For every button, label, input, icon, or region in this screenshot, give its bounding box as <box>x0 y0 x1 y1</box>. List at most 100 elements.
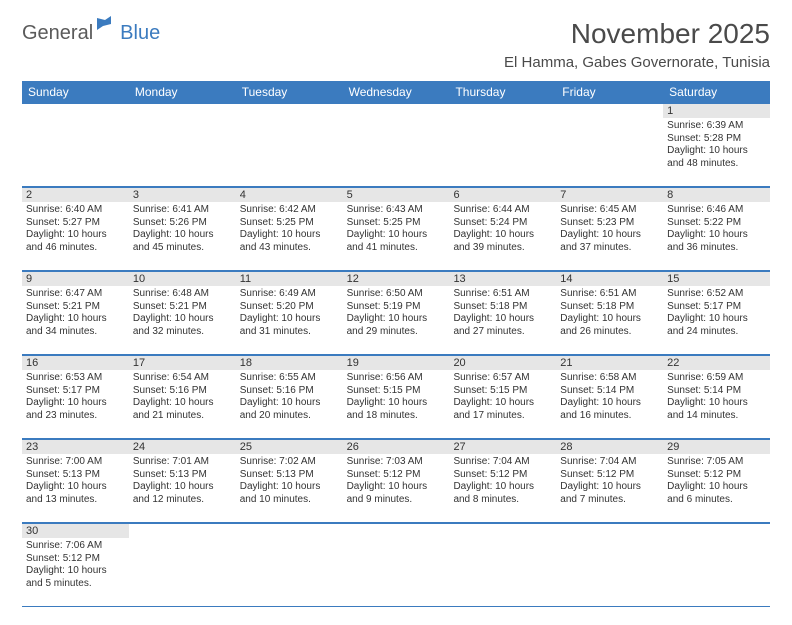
day-number: 3 <box>129 188 236 202</box>
calendar-day: Sunrise: 6:54 AMSunset: 5:16 PMDaylight:… <box>129 370 236 438</box>
sunset-text: Sunset: 5:18 PM <box>453 301 552 314</box>
day-number: 7 <box>556 188 663 202</box>
daylight-text: Daylight: 10 hours and 13 minutes. <box>26 481 125 506</box>
logo-text-blue: Blue <box>120 22 160 45</box>
day-number: 17 <box>129 356 236 370</box>
day-number: 15 <box>663 272 770 286</box>
sunset-text: Sunset: 5:19 PM <box>347 301 446 314</box>
calendar-grid: SundayMondayTuesdayWednesdayThursdayFrid… <box>22 81 770 607</box>
day-number <box>236 524 343 538</box>
sunset-text: Sunset: 5:15 PM <box>453 385 552 398</box>
day-number: 6 <box>449 188 556 202</box>
sunset-text: Sunset: 5:25 PM <box>240 217 339 230</box>
weekday-header: Wednesday <box>343 81 450 103</box>
day-number: 25 <box>236 440 343 454</box>
sunset-text: Sunset: 5:13 PM <box>26 469 125 482</box>
calendar-day <box>343 118 450 186</box>
sunrise-text: Sunrise: 6:40 AM <box>26 204 125 217</box>
day-number: 16 <box>22 356 129 370</box>
day-number <box>556 524 663 538</box>
calendar-day <box>663 538 770 606</box>
weekday-header: Friday <box>556 81 663 103</box>
weekday-header: Saturday <box>663 81 770 103</box>
calendar-week: Sunrise: 7:00 AMSunset: 5:13 PMDaylight:… <box>22 454 770 523</box>
calendar-day: Sunrise: 6:40 AMSunset: 5:27 PMDaylight:… <box>22 202 129 270</box>
calendar-day <box>343 538 450 606</box>
sunset-text: Sunset: 5:25 PM <box>347 217 446 230</box>
day-number: 26 <box>343 440 450 454</box>
calendar-day: Sunrise: 6:43 AMSunset: 5:25 PMDaylight:… <box>343 202 450 270</box>
sunrise-text: Sunrise: 7:04 AM <box>560 456 659 469</box>
day-number: 1 <box>663 104 770 118</box>
sunset-text: Sunset: 5:26 PM <box>133 217 232 230</box>
day-number-row: 16171819202122 <box>22 355 770 370</box>
sunrise-text: Sunrise: 7:04 AM <box>453 456 552 469</box>
header: General Blue November 2025 El Hamma, Gab… <box>22 18 770 71</box>
sunrise-text: Sunrise: 6:50 AM <box>347 288 446 301</box>
sunset-text: Sunset: 5:12 PM <box>347 469 446 482</box>
sunrise-text: Sunrise: 6:45 AM <box>560 204 659 217</box>
calendar-day: Sunrise: 7:01 AMSunset: 5:13 PMDaylight:… <box>129 454 236 522</box>
calendar-day: Sunrise: 6:47 AMSunset: 5:21 PMDaylight:… <box>22 286 129 354</box>
daylight-text: Daylight: 10 hours and 10 minutes. <box>240 481 339 506</box>
sunset-text: Sunset: 5:18 PM <box>560 301 659 314</box>
sunset-text: Sunset: 5:12 PM <box>560 469 659 482</box>
day-number-row: 2345678 <box>22 187 770 202</box>
day-number: 23 <box>22 440 129 454</box>
sunset-text: Sunset: 5:14 PM <box>667 385 766 398</box>
sunrise-text: Sunrise: 6:51 AM <box>453 288 552 301</box>
calendar-day: Sunrise: 6:41 AMSunset: 5:26 PMDaylight:… <box>129 202 236 270</box>
daylight-text: Daylight: 10 hours and 43 minutes. <box>240 229 339 254</box>
calendar-day: Sunrise: 6:51 AMSunset: 5:18 PMDaylight:… <box>449 286 556 354</box>
day-number <box>343 104 450 118</box>
title-block: November 2025 El Hamma, Gabes Governorat… <box>504 18 770 71</box>
sunset-text: Sunset: 5:28 PM <box>667 133 766 146</box>
sunrise-text: Sunrise: 6:42 AM <box>240 204 339 217</box>
weekday-header: Thursday <box>449 81 556 103</box>
daylight-text: Daylight: 10 hours and 6 minutes. <box>667 481 766 506</box>
calendar-day <box>449 538 556 606</box>
day-number: 24 <box>129 440 236 454</box>
day-number <box>663 524 770 538</box>
day-number <box>236 104 343 118</box>
sunrise-text: Sunrise: 6:39 AM <box>667 120 766 133</box>
sunset-text: Sunset: 5:12 PM <box>667 469 766 482</box>
sunrise-text: Sunrise: 7:00 AM <box>26 456 125 469</box>
day-number: 27 <box>449 440 556 454</box>
calendar-day <box>129 538 236 606</box>
day-number: 21 <box>556 356 663 370</box>
calendar-week: Sunrise: 6:53 AMSunset: 5:17 PMDaylight:… <box>22 370 770 439</box>
sunset-text: Sunset: 5:12 PM <box>453 469 552 482</box>
calendar-day: Sunrise: 6:58 AMSunset: 5:14 PMDaylight:… <box>556 370 663 438</box>
calendar-day: Sunrise: 6:59 AMSunset: 5:14 PMDaylight:… <box>663 370 770 438</box>
sunset-text: Sunset: 5:12 PM <box>26 553 125 566</box>
day-number: 18 <box>236 356 343 370</box>
day-number-row: 1 <box>22 103 770 118</box>
day-number <box>556 104 663 118</box>
calendar-day <box>129 118 236 186</box>
calendar-day: Sunrise: 6:49 AMSunset: 5:20 PMDaylight:… <box>236 286 343 354</box>
calendar-day: Sunrise: 6:57 AMSunset: 5:15 PMDaylight:… <box>449 370 556 438</box>
daylight-text: Daylight: 10 hours and 8 minutes. <box>453 481 552 506</box>
daylight-text: Daylight: 10 hours and 46 minutes. <box>26 229 125 254</box>
calendar-day: Sunrise: 7:06 AMSunset: 5:12 PMDaylight:… <box>22 538 129 606</box>
daylight-text: Daylight: 10 hours and 37 minutes. <box>560 229 659 254</box>
daylight-text: Daylight: 10 hours and 20 minutes. <box>240 397 339 422</box>
sunset-text: Sunset: 5:27 PM <box>26 217 125 230</box>
sunrise-text: Sunrise: 6:58 AM <box>560 372 659 385</box>
sunrise-text: Sunrise: 7:05 AM <box>667 456 766 469</box>
calendar-day <box>236 118 343 186</box>
day-number: 9 <box>22 272 129 286</box>
daylight-text: Daylight: 10 hours and 31 minutes. <box>240 313 339 338</box>
daylight-text: Daylight: 10 hours and 36 minutes. <box>667 229 766 254</box>
sunset-text: Sunset: 5:22 PM <box>667 217 766 230</box>
day-number: 19 <box>343 356 450 370</box>
calendar-day <box>556 538 663 606</box>
calendar-day: Sunrise: 7:00 AMSunset: 5:13 PMDaylight:… <box>22 454 129 522</box>
daylight-text: Daylight: 10 hours and 16 minutes. <box>560 397 659 422</box>
calendar-day: Sunrise: 6:55 AMSunset: 5:16 PMDaylight:… <box>236 370 343 438</box>
sunrise-text: Sunrise: 6:48 AM <box>133 288 232 301</box>
sunrise-text: Sunrise: 7:03 AM <box>347 456 446 469</box>
day-number: 29 <box>663 440 770 454</box>
sunset-text: Sunset: 5:16 PM <box>240 385 339 398</box>
